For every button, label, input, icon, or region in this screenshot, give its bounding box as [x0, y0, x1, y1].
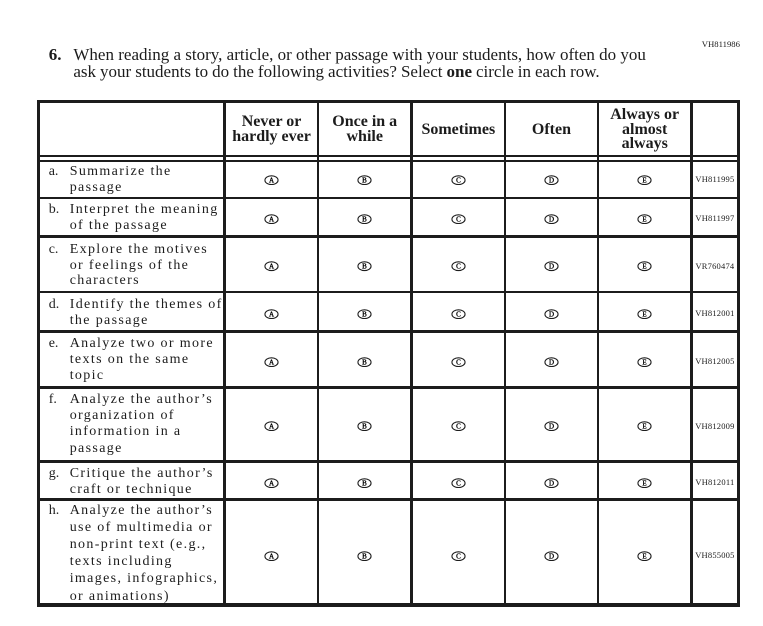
svg-text:B: B — [362, 310, 367, 318]
svg-text:E: E — [643, 358, 647, 366]
svg-text:D: D — [549, 215, 554, 223]
svg-text:A: A — [269, 479, 274, 487]
svg-text:E: E — [643, 215, 647, 223]
svg-text:C: C — [456, 358, 461, 366]
svg-text:A: A — [269, 263, 274, 271]
svg-text:A: A — [269, 310, 274, 318]
svg-text:E: E — [643, 552, 647, 560]
svg-text:E: E — [643, 176, 647, 184]
svg-text:B: B — [362, 479, 367, 487]
svg-text:E: E — [643, 423, 647, 431]
svg-text:B: B — [362, 263, 367, 271]
svg-text:A: A — [269, 215, 274, 223]
svg-text:C: C — [456, 310, 461, 318]
svg-text:A: A — [269, 176, 274, 184]
svg-text:B: B — [362, 176, 367, 184]
svg-text:D: D — [549, 176, 554, 184]
svg-text:D: D — [549, 358, 554, 366]
svg-text:D: D — [549, 552, 554, 560]
svg-text:D: D — [549, 479, 554, 487]
svg-text:C: C — [456, 423, 461, 431]
svg-text:B: B — [362, 423, 367, 431]
svg-text:E: E — [643, 479, 647, 487]
svg-text:B: B — [362, 552, 367, 560]
svg-text:A: A — [269, 423, 274, 431]
svg-text:C: C — [456, 176, 461, 184]
svg-text:A: A — [269, 552, 274, 560]
svg-text:D: D — [549, 423, 554, 431]
svg-text:D: D — [549, 310, 554, 318]
svg-text:A: A — [269, 358, 274, 366]
svg-text:C: C — [456, 263, 461, 271]
svg-text:C: C — [456, 479, 461, 487]
svg-text:C: C — [456, 552, 461, 560]
svg-text:E: E — [643, 263, 647, 271]
svg-text:D: D — [549, 263, 554, 271]
svg-text:C: C — [456, 215, 461, 223]
svg-text:B: B — [362, 358, 367, 366]
svg-text:E: E — [643, 310, 647, 318]
svg-text:B: B — [362, 215, 367, 223]
